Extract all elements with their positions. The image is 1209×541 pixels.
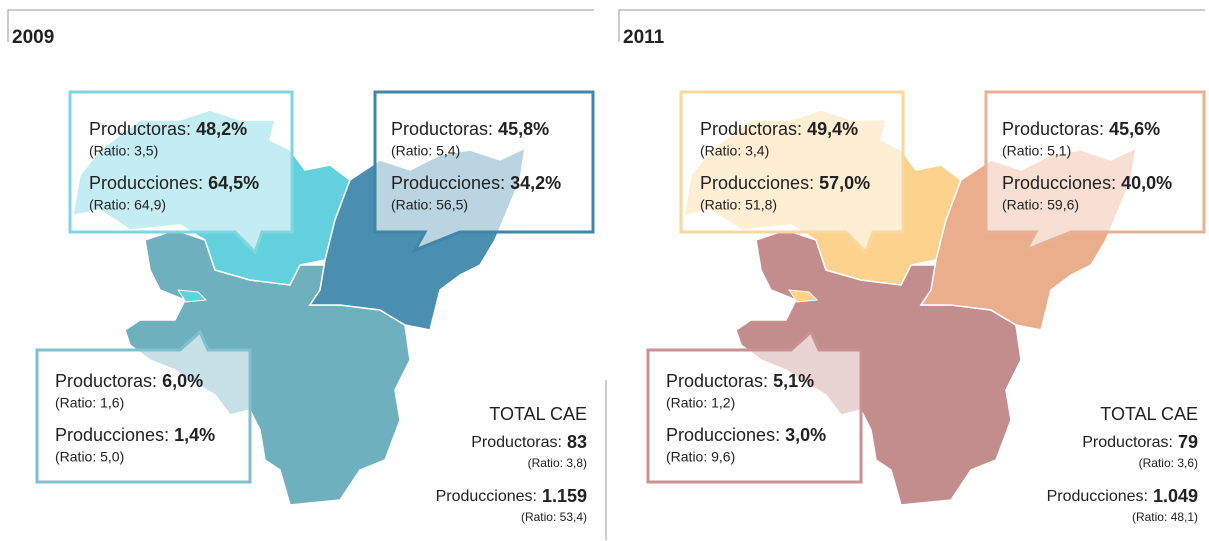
value: 83: [567, 432, 587, 452]
callout-box: [679, 90, 905, 255]
ratio: (Ratio: 5,4): [391, 143, 460, 159]
value: 45,8%: [498, 119, 549, 139]
frame-line: [7, 9, 594, 42]
ratio: (Ratio: 3,5): [89, 143, 158, 159]
ratio: (Ratio: 59,6): [1002, 197, 1079, 213]
panel-title: 2011: [623, 27, 665, 48]
callout-line: Productoras: 45,6%: [1002, 119, 1160, 139]
ratio: (Ratio: 3,4): [700, 143, 769, 159]
value: 64,5%: [208, 173, 259, 193]
region: [787, 289, 819, 303]
ratio: (Ratio: 56,5): [391, 197, 468, 213]
callout-line: Producciones: 1,4%: [55, 425, 215, 445]
value: 49,4%: [807, 119, 858, 139]
total-title: TOTAL CAE: [1100, 404, 1198, 424]
region: [176, 289, 208, 303]
label: Producciones:: [55, 425, 169, 445]
label: Productoras:: [700, 119, 802, 139]
value: 57,0%: [819, 173, 870, 193]
callout-box: [373, 90, 595, 253]
ratio: (Ratio: 1,6): [55, 395, 124, 411]
ratio: (Ratio: 48,1): [1132, 510, 1198, 524]
callout-line: Producciones: 3,0%: [666, 425, 826, 445]
label: Productoras:: [1002, 119, 1104, 139]
value: 48,2%: [196, 119, 247, 139]
ratio: (Ratio: 1,2): [666, 395, 735, 411]
callout-line: Producciones: 34,2%: [391, 173, 561, 193]
value: 1.159: [542, 486, 587, 506]
callout-line: Producciones: 40,0%: [1002, 173, 1172, 193]
callout-box: [984, 90, 1206, 253]
value: 45,6%: [1109, 119, 1160, 139]
total-line: Productoras: 79: [1082, 432, 1198, 452]
callout-line: Productoras: 45,8%: [391, 119, 549, 139]
label: Productoras:: [1082, 434, 1173, 451]
callout-line: Productoras: 49,4%: [700, 119, 858, 139]
label: Productoras:: [471, 434, 562, 451]
value: 3,0%: [785, 425, 826, 445]
label: Producciones:: [1047, 488, 1148, 505]
total-line: Productoras: 83: [471, 432, 587, 452]
label: Producciones:: [700, 173, 814, 193]
ratio: (Ratio: 53,4): [521, 510, 587, 524]
ratio: (Ratio: 5,0): [55, 449, 124, 465]
value: 6,0%: [162, 371, 203, 391]
label: Productoras:: [391, 119, 493, 139]
callout-box: [68, 90, 294, 255]
label: Producciones:: [391, 173, 505, 193]
value: 79: [1178, 432, 1198, 452]
callout-line: Productoras: 6,0%: [55, 371, 203, 391]
callout-box: [35, 329, 252, 484]
total-line: Producciones: 1.159: [436, 486, 587, 506]
panel-title: 2009: [12, 27, 54, 48]
total-line: Producciones: 1.049: [1047, 486, 1198, 506]
value: 1.049: [1153, 486, 1198, 506]
callout-line: Productoras: 48,2%: [89, 119, 247, 139]
label: Productoras:: [55, 371, 157, 391]
value: 34,2%: [510, 173, 561, 193]
label: Productoras:: [89, 119, 191, 139]
ratio: (Ratio: 3,8): [528, 456, 587, 470]
ratio: (Ratio: 64,9): [89, 197, 166, 213]
ratio: (Ratio: 51,8): [700, 197, 777, 213]
label: Producciones:: [1002, 173, 1116, 193]
value: 40,0%: [1121, 173, 1172, 193]
label: Producciones:: [89, 173, 203, 193]
label: Producciones:: [436, 488, 537, 505]
ratio: (Ratio: 5,1): [1002, 143, 1071, 159]
value: 5,1%: [773, 371, 814, 391]
ratio: (Ratio: 9,6): [666, 449, 735, 465]
callout-box: [646, 329, 863, 484]
callout-line: Productoras: 5,1%: [666, 371, 814, 391]
callout-line: Producciones: 57,0%: [700, 173, 870, 193]
label: Productoras:: [666, 371, 768, 391]
label: Producciones:: [666, 425, 780, 445]
total-title: TOTAL CAE: [489, 404, 587, 424]
frame-line: [618, 9, 1205, 42]
ratio: (Ratio: 3,6): [1139, 456, 1198, 470]
callout-line: Producciones: 64,5%: [89, 173, 259, 193]
value: 1,4%: [174, 425, 215, 445]
